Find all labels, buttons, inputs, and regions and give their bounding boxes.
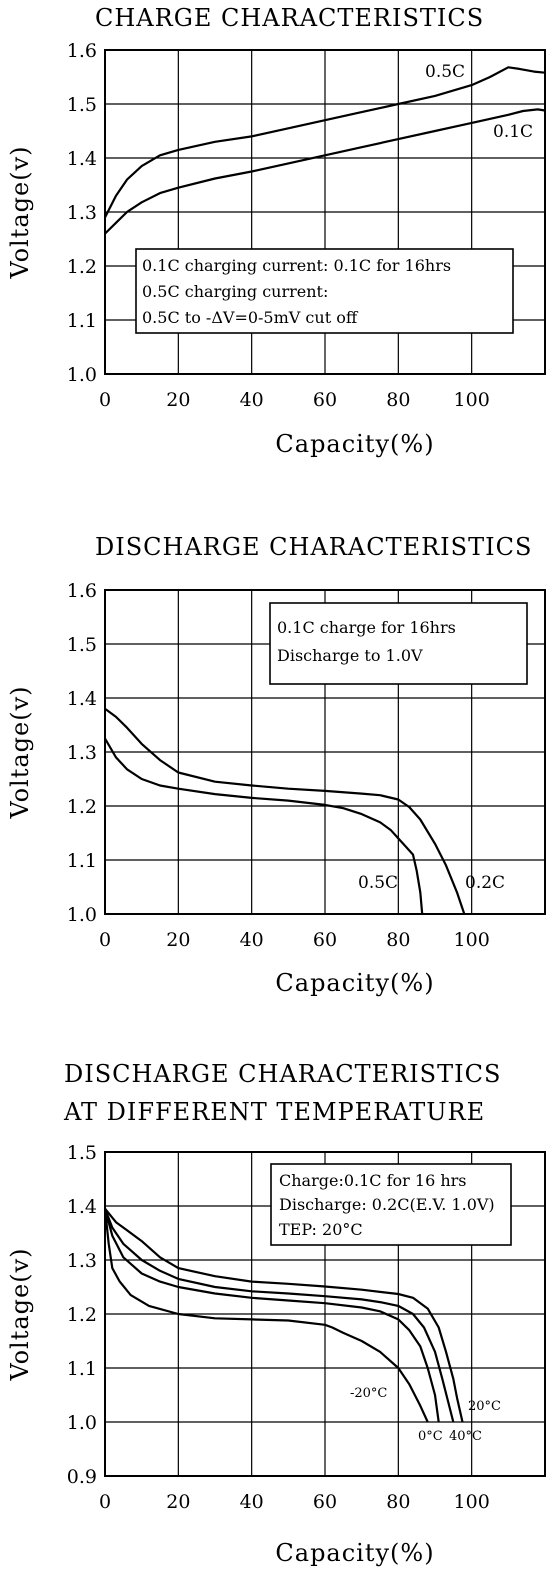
x-axis-label: Capacity(%): [275, 430, 434, 458]
series-line: [104, 707, 466, 915]
series-label: 0.5C: [358, 873, 398, 893]
y-tick-label: 1.3: [67, 1250, 97, 1272]
y-axis-label: Voltage(v): [6, 1247, 34, 1381]
chart1-title: CHARGE CHARACTERISTICS: [95, 4, 485, 32]
x-tick-label: 100: [454, 389, 490, 411]
annotation-line: 0.5C to -ΔV=0-5mV cut off: [142, 308, 359, 327]
series-line: [103, 1208, 440, 1423]
y-axis-label: Voltage(v): [6, 145, 34, 279]
plot-frame: [104, 49, 546, 375]
series-label: 20°C: [468, 1399, 501, 1414]
plot-frame: [104, 589, 546, 915]
y-tick-label: 1.2: [67, 256, 97, 278]
y-tick-label: 1.2: [67, 1304, 97, 1326]
chart2-discharge-characteristics: 0 20 40 60 80 100 1.0 1.1 1.2 1.3 1.4 1.5 1.6 Capacit…: [6, 580, 546, 997]
series-label: 0.1C: [493, 122, 533, 142]
series-line: [103, 1208, 429, 1423]
series-label: -20°C: [350, 1386, 387, 1401]
x-tick-label: 40: [240, 929, 264, 951]
y-tick-label: 1.0: [67, 364, 97, 386]
x-tick-label: 40: [240, 389, 264, 411]
series-label: 40°C: [449, 1429, 482, 1444]
y-tick-label: 1.1: [67, 1358, 97, 1380]
chart1-charge-characteristics: 0 20 40 60 80 100 1.0 1.1 1.2 1.3 1.4 1.5 1.6 Capacit…: [6, 40, 546, 458]
annotation-line: TEP: 20°C: [279, 1220, 363, 1239]
y-tick-label: 1.6: [67, 580, 97, 602]
x-tick-label: 20: [166, 1491, 190, 1513]
x-tick-label: 20: [166, 389, 190, 411]
series-line: [104, 1208, 464, 1423]
x-tick-label: 0: [99, 389, 111, 411]
chart3-temperature-discharge: 0 20 40 60 80 100 0.9 1.0 1.1 1.2 1.3 1.4 1.5 Capacit…: [6, 1142, 546, 1567]
y-axis-label: Voltage(v): [6, 685, 34, 819]
annotation-box: [269, 602, 528, 685]
x-tick-label: 100: [454, 929, 490, 951]
chart2-title: DISCHARGE CHARACTERISTICS: [95, 533, 533, 561]
annotation-line: Charge:0.1C for 16 hrs: [279, 1171, 467, 1190]
annotation-line: Discharge to 1.0V: [277, 646, 423, 665]
annotation-box: [135, 248, 514, 334]
chart3-subtitle: AT DIFFERENT TEMPERATURE: [64, 1098, 486, 1126]
chart3-title: DISCHARGE CHARACTERISTICS: [64, 1060, 502, 1088]
x-tick-label: 40: [240, 1491, 264, 1513]
y-tick-label: 1.4: [67, 688, 97, 710]
x-tick-label: 60: [313, 1491, 337, 1513]
x-tick-label: 60: [313, 929, 337, 951]
y-tick-label: 1.2: [67, 796, 97, 818]
series-line: [104, 737, 424, 915]
x-tick-label: 60: [313, 389, 337, 411]
x-tick-label: 80: [386, 929, 410, 951]
y-tick-label: 0.9: [67, 1466, 97, 1488]
y-tick-label: 1.5: [67, 634, 97, 656]
series-line: [104, 66, 546, 218]
plot-frame: [104, 1151, 546, 1477]
y-tick-label: 1.3: [67, 202, 97, 224]
y-tick-label: 1.1: [67, 310, 97, 332]
y-tick-label: 1.0: [67, 1412, 97, 1434]
series-label: 0°C: [418, 1429, 443, 1444]
y-tick-label: 1.4: [67, 1196, 97, 1218]
y-tick-label: 1.5: [67, 1142, 97, 1164]
x-tick-label: 80: [386, 389, 410, 411]
annotation-box: [270, 1163, 512, 1246]
x-tick-label: 80: [386, 1491, 410, 1513]
annotation-line: 0.1C charging current: 0.1C for 16hrs: [142, 256, 451, 275]
x-tick-label: 100: [454, 1491, 490, 1513]
series-label: 0.2C: [465, 873, 505, 893]
x-tick-label: 0: [99, 1491, 111, 1513]
x-tick-label: 20: [166, 929, 190, 951]
annotation-line: 0.5C charging current:: [142, 282, 328, 301]
y-tick-label: 1.1: [67, 850, 97, 872]
annotation-line: Discharge: 0.2C(E.V. 1.0V): [279, 1195, 495, 1214]
y-tick-label: 1.4: [67, 148, 97, 170]
y-tick-label: 1.3: [67, 742, 97, 764]
y-tick-label: 1.0: [67, 904, 97, 926]
series-line: [104, 108, 546, 235]
y-tick-label: 1.5: [67, 94, 97, 116]
annotation-line: 0.1C charge for 16hrs: [277, 618, 456, 637]
series-line: [103, 1208, 455, 1423]
y-tick-label: 1.6: [67, 40, 97, 62]
x-tick-label: 0: [99, 929, 111, 951]
x-axis-label: Capacity(%): [275, 969, 434, 997]
series-label: 0.5C: [425, 62, 465, 82]
x-axis-label: Capacity(%): [275, 1539, 434, 1567]
